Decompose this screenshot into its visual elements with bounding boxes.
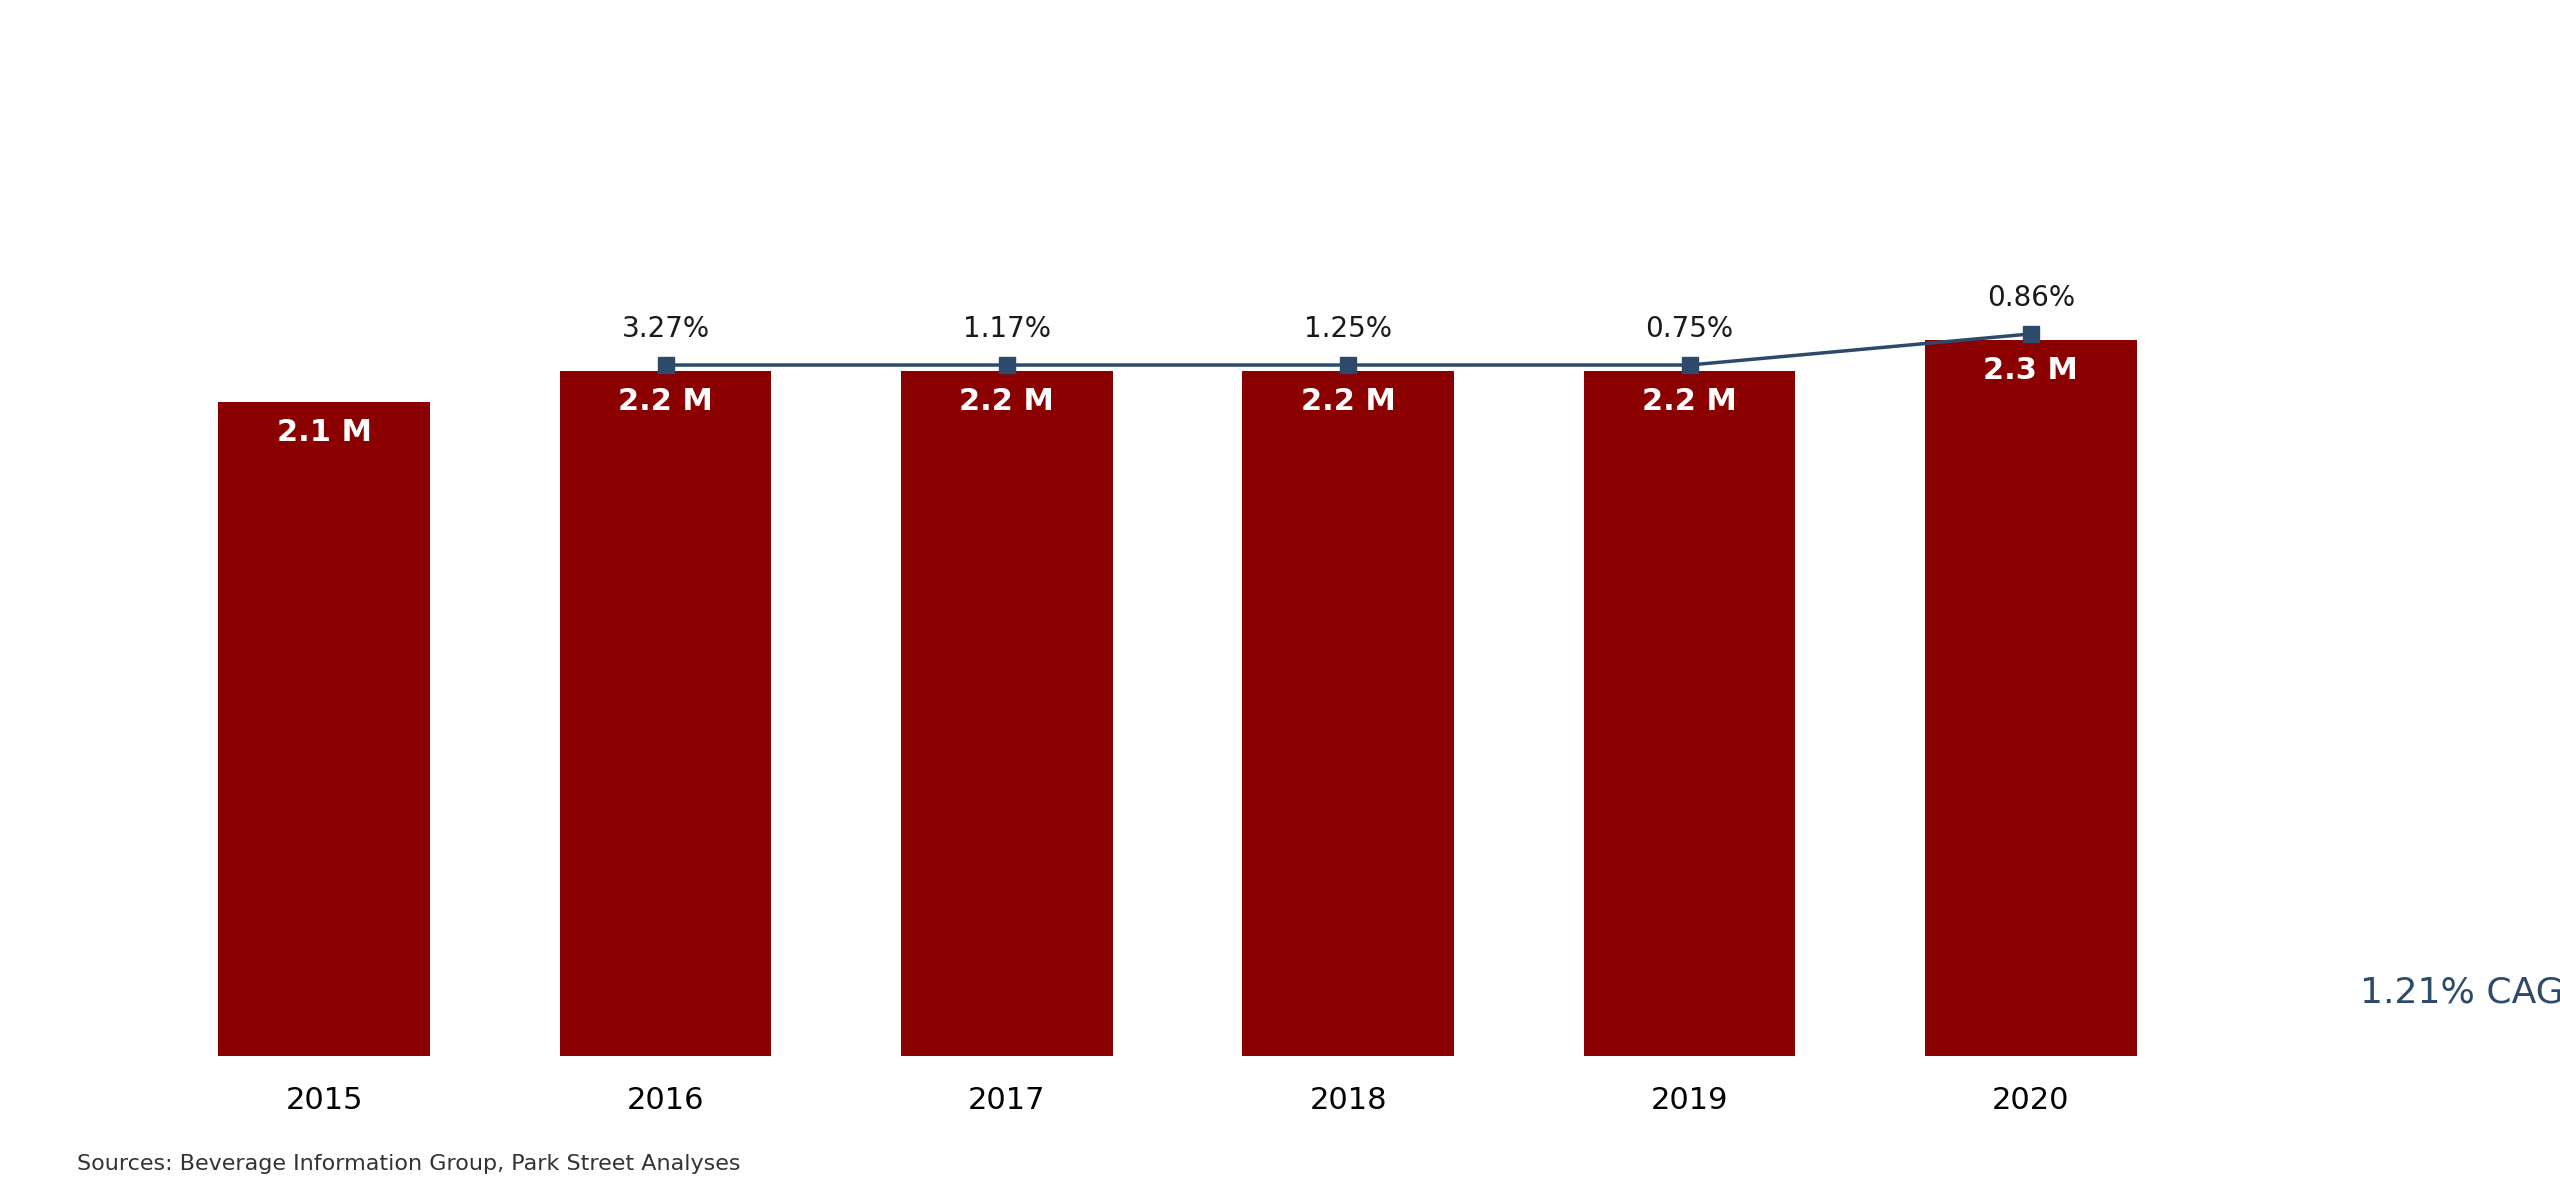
Bar	[561, 371, 771, 1056]
Bar	[901, 371, 1114, 1056]
Text: 1.25%: 1.25%	[1303, 316, 1393, 343]
Text: 1.21% CAGR: 1.21% CAGR	[2360, 976, 2560, 1009]
Text: 3.27%: 3.27%	[622, 316, 709, 343]
Text: 2.1 M: 2.1 M	[276, 418, 371, 446]
Bar	[218, 402, 430, 1056]
Text: 2.2 M: 2.2 M	[617, 386, 714, 416]
Text: 1.17%: 1.17%	[963, 316, 1052, 343]
Text: 2.2 M: 2.2 M	[1641, 386, 1738, 416]
Text: 0.86%: 0.86%	[1987, 284, 2076, 312]
Bar	[1925, 340, 2138, 1056]
Text: 2.3 M: 2.3 M	[1984, 355, 2079, 385]
Bar	[1242, 371, 1454, 1056]
Text: 2.2 M: 2.2 M	[1300, 386, 1395, 416]
Bar	[1585, 371, 1795, 1056]
Text: Sources: Beverage Information Group, Park Street Analyses: Sources: Beverage Information Group, Par…	[77, 1153, 740, 1174]
Text: 0.75%: 0.75%	[1646, 316, 1733, 343]
Text: 2.2 M: 2.2 M	[960, 386, 1055, 416]
